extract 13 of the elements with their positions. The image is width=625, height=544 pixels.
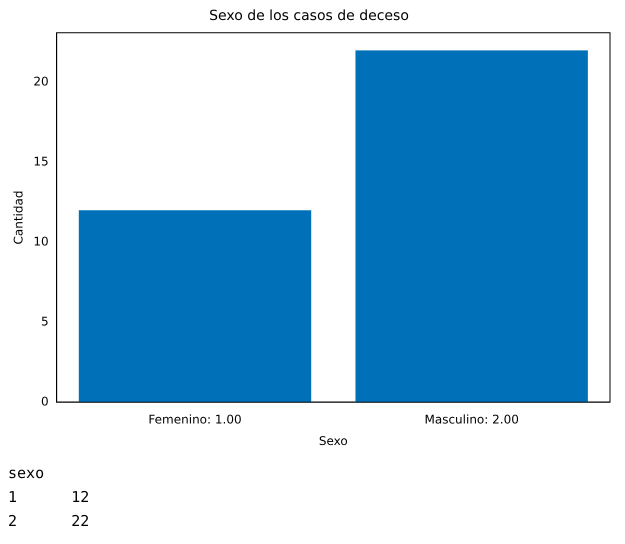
y-tick-label: 5 <box>41 314 49 328</box>
text: 2 22 <box>8 511 90 532</box>
chart-title: Sexo de los casos de deceso <box>209 8 409 24</box>
y-tick-label: 0 <box>41 394 49 408</box>
x-tick-label: Masculino: 2.00 <box>424 412 519 427</box>
text: sexo <box>8 463 46 484</box>
y-tick-label: 15 <box>33 154 49 168</box>
y-tick-label: 10 <box>33 234 49 248</box>
x-tick-label: Femenino: 1.00 <box>148 412 242 427</box>
y-tick-label: 20 <box>33 74 49 88</box>
text: 1 12 <box>8 487 90 508</box>
y-axis-title: Cantidad <box>11 190 26 244</box>
x-axis-title: Sexo <box>318 434 348 448</box>
